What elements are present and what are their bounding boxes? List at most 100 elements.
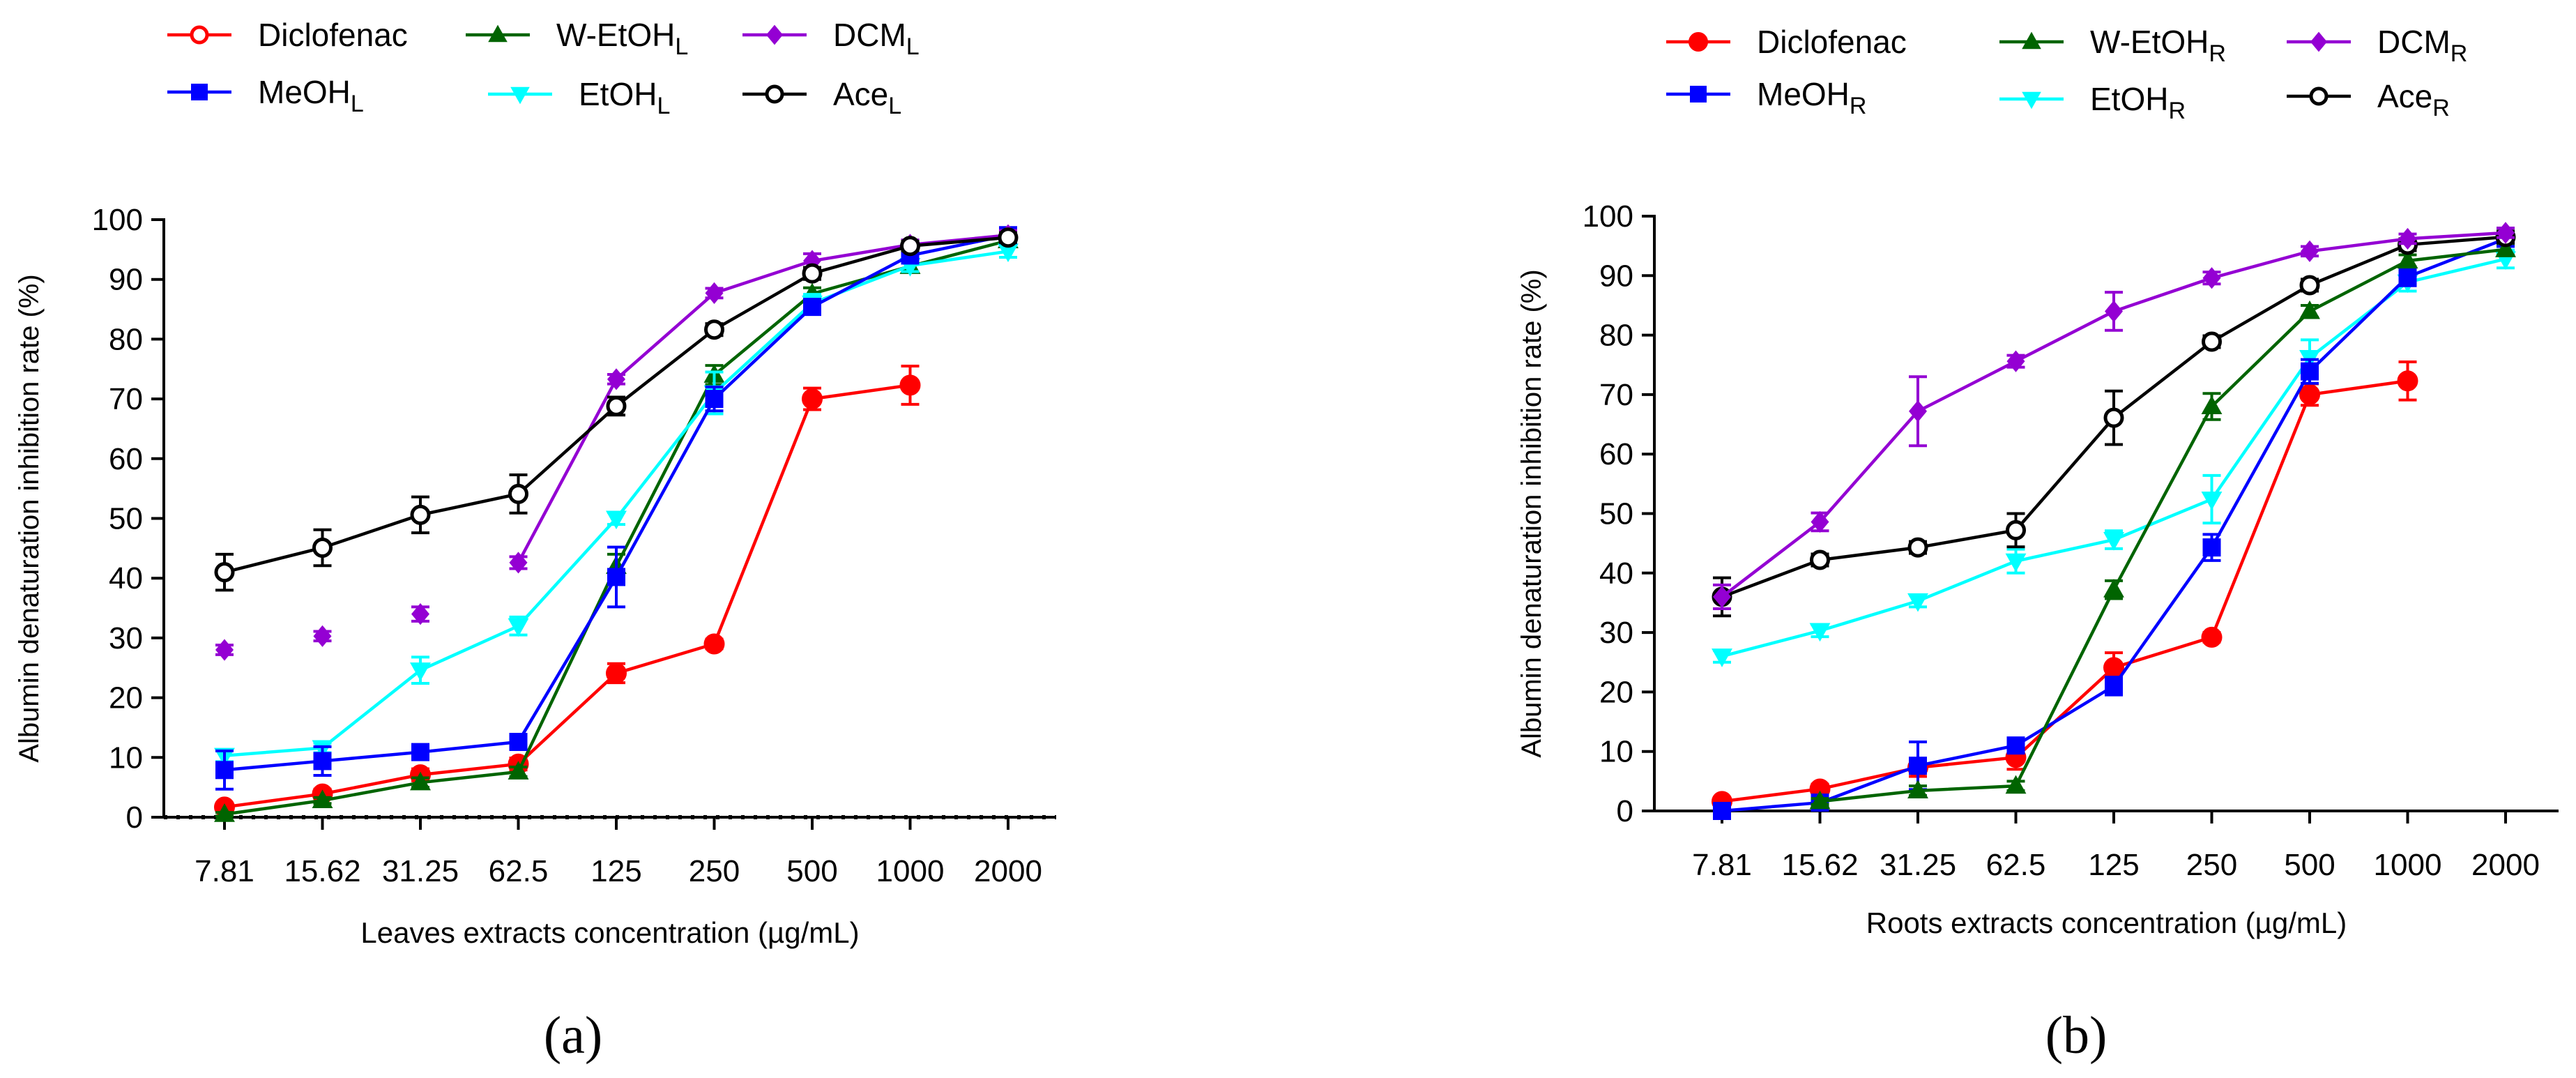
legend-item-diclofenac: Diclofenac (167, 17, 408, 53)
data-point (2105, 676, 2123, 695)
legend-label: DCML (833, 17, 920, 60)
legend-label-subscript: R (1850, 93, 1867, 119)
data-point (900, 236, 920, 257)
panel-label: (a) (544, 1006, 602, 1065)
legend-item-w-etoh: W-EtOHL (466, 17, 688, 60)
series-dcm (1713, 222, 2515, 610)
legend-label-subscript: R (2432, 95, 2450, 121)
y-tick-label: 40 (109, 561, 143, 595)
data-point (2202, 267, 2221, 289)
data-point (313, 752, 332, 770)
legend-label: Diclofenac (1757, 24, 1907, 60)
x-tick-label: 15.62 (1781, 848, 1858, 882)
legend-label: AceR (2377, 78, 2450, 121)
legend-label-subscript: L (906, 33, 920, 60)
legend-label-main: W-EtOH (2090, 24, 2209, 60)
legend-label: AceL (833, 76, 901, 119)
series-etoh (214, 243, 1019, 767)
legend-marker (765, 84, 784, 104)
y-axis-label: Albumin denaturation inhibition rate (%) (1516, 269, 1547, 757)
x-tick-label: 2000 (974, 854, 1042, 888)
x-tick-label: 7.81 (195, 854, 254, 888)
legend-marker (2309, 86, 2329, 106)
y-tick-label: 90 (1599, 259, 1633, 293)
x-tick-label: 62.5 (1986, 848, 2046, 882)
legend-label: EtOHL (579, 76, 670, 119)
data-point (2201, 626, 2223, 648)
data-point (1713, 802, 1731, 820)
y-tick-label: 60 (1599, 437, 1633, 471)
legend-label-main: DCM (833, 17, 906, 53)
data-point (2005, 553, 2027, 572)
legend-item-w-etoh: W-EtOHR (1999, 24, 2226, 67)
data-point (705, 390, 724, 409)
y-tick-label: 20 (109, 681, 143, 715)
legend-marker (190, 25, 209, 45)
legend-marker (766, 24, 783, 45)
x-tick-label: 7.81 (1692, 848, 1752, 882)
series-line (1721, 379, 2408, 803)
legend-label: MeOHL (258, 74, 364, 117)
data-point (606, 510, 627, 530)
x-axis-label: Leaves extracts concentration (µg/mL) (360, 916, 859, 949)
legend-label: W-EtOHL (556, 17, 688, 60)
legend-label-main: Ace (833, 76, 888, 112)
x-tick-label: 62.5 (489, 854, 549, 888)
legend-marker (191, 84, 208, 100)
y-tick-label: 90 (109, 263, 143, 297)
data-point (214, 562, 235, 583)
data-point (2299, 275, 2320, 296)
data-point (607, 368, 625, 390)
data-point (2497, 222, 2515, 244)
legend-marker (1690, 86, 1707, 103)
data-point (2201, 395, 2223, 415)
legend-label-subscript: R (2168, 98, 2186, 124)
y-tick-label: 70 (109, 382, 143, 416)
data-point (2202, 538, 2221, 557)
legend-label-subscript: L (657, 93, 670, 119)
y-tick-label: 30 (1599, 616, 1633, 650)
y-tick-label: 40 (1599, 556, 1633, 591)
data-point (509, 733, 528, 752)
legend-label: EtOHR (2090, 81, 2186, 124)
data-point (2103, 579, 2124, 598)
legend-marker (1689, 32, 1708, 52)
data-point (2201, 491, 2223, 510)
legend-label-subscript: L (351, 91, 364, 117)
y-tick-label: 50 (1599, 497, 1633, 531)
y-axis-label: Albumin denaturation inhibition rate (%) (14, 274, 45, 762)
legend-label-main: MeOH (1757, 76, 1850, 112)
series-w-etoh (1809, 238, 2516, 810)
data-point (2006, 350, 2025, 372)
y-tick-label: 70 (1599, 378, 1633, 412)
data-point (2103, 657, 2124, 678)
series-meoh (215, 226, 1017, 791)
y-tick-label: 10 (109, 741, 143, 775)
y-tick-label: 10 (1599, 735, 1633, 769)
data-point (2105, 300, 2123, 323)
data-point (2398, 227, 2417, 250)
data-point (2103, 531, 2124, 551)
legend-label-main: MeOH (258, 74, 351, 110)
y-tick-label: 100 (92, 203, 143, 237)
x-tick-label: 1000 (2374, 848, 2442, 882)
data-point (1909, 400, 1927, 423)
data-point (1712, 648, 1732, 667)
legend-item-ace: AceR (2287, 78, 2450, 121)
panel-b: 0 10 20 30 40 50 60 70 80 90 100 7.81 15.62 31.25 62.5… (1516, 24, 2559, 1065)
data-point (606, 662, 627, 684)
x-tick-label: 2000 (2471, 848, 2540, 882)
legend-label-main: EtOH (579, 76, 657, 112)
legend-label-main: Ace (2377, 78, 2432, 114)
series-line (224, 234, 1009, 772)
data-point (411, 603, 429, 625)
data-point (1907, 780, 1928, 799)
x-tick-label: 1000 (876, 854, 945, 888)
legend-label: DCMR (2377, 24, 2467, 67)
data-point (606, 395, 627, 416)
data-point (215, 639, 234, 661)
legend-item-ace: AceL (742, 76, 901, 119)
data-point (1907, 537, 1928, 558)
legend-label-subscript: L (675, 33, 688, 60)
